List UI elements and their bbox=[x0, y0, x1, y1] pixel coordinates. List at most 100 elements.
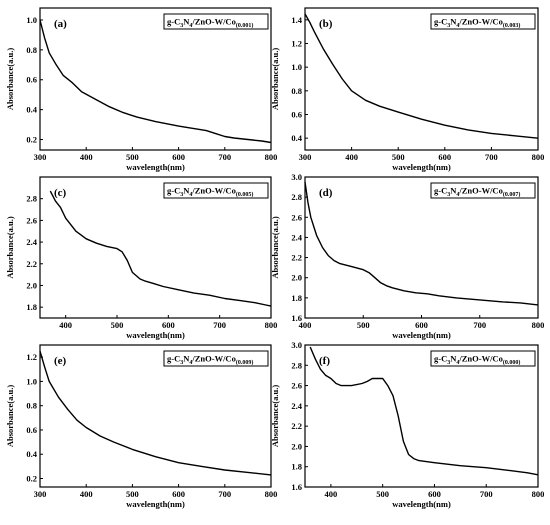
y-tick-label: 0.4 bbox=[291, 133, 302, 143]
legend-text-sub1: 3 bbox=[447, 192, 450, 198]
x-axis-label: wavelength(nm) bbox=[392, 330, 451, 340]
y-axis-label: Absorbance(a.u.) bbox=[5, 48, 15, 111]
legend-text-sub2: 4 bbox=[456, 192, 459, 198]
legend-entry: g-C3N4/ZnO-W/Co(0.005) bbox=[167, 186, 253, 199]
y-tick-label: 3.0 bbox=[291, 172, 302, 182]
y-tick-label: 0.8 bbox=[26, 45, 37, 55]
legend-entry: g-C3N4/ZnO-W/Co(0.000) bbox=[434, 354, 520, 367]
legend-text-sub2: 4 bbox=[189, 23, 192, 29]
legend-box bbox=[430, 350, 536, 367]
x-tick-label: 300 bbox=[34, 152, 47, 162]
x-axis-label: wavelength(nm) bbox=[126, 162, 185, 172]
legend-text-prefix: g-C bbox=[167, 186, 180, 196]
legend-text-prefix: g-C bbox=[167, 354, 180, 364]
x-tick-label: 500 bbox=[126, 489, 139, 499]
y-tick-label: 2.2 bbox=[26, 259, 37, 269]
x-tick-label: 700 bbox=[485, 152, 498, 162]
absorbance-line bbox=[49, 190, 272, 307]
legend-text-sub1: 3 bbox=[180, 23, 183, 29]
legend-text-rest: /ZnO-W/Co bbox=[191, 17, 235, 27]
x-axis-label: wavelength(nm) bbox=[392, 499, 451, 509]
absorbance-line bbox=[309, 346, 539, 476]
x-tick-label: 400 bbox=[59, 320, 72, 330]
legend-text-ratio: (0.001) bbox=[236, 22, 254, 29]
legend-entry: g-C3N4/ZnO-W/Co(0.007) bbox=[434, 186, 520, 199]
x-tick-label: 800 bbox=[265, 489, 278, 499]
y-tick-label: 0.8 bbox=[26, 401, 37, 411]
panel-label: (d) bbox=[319, 187, 333, 199]
legend-box bbox=[430, 13, 536, 30]
x-tick-label: 400 bbox=[80, 152, 93, 162]
y-axis-label: Absorbance(a.u.) bbox=[5, 216, 15, 279]
y-tick-label: 2.2 bbox=[291, 421, 302, 431]
x-tick-label: 600 bbox=[172, 152, 185, 162]
x-tick-label: 800 bbox=[265, 320, 278, 330]
legend-text-mid1: N bbox=[450, 354, 457, 364]
legend-text-sub2: 4 bbox=[189, 192, 192, 198]
x-axis-label: wavelength(nm) bbox=[126, 499, 185, 509]
y-tick-label: 2.4 bbox=[291, 232, 302, 242]
legend-text-ratio: (0.005) bbox=[236, 191, 254, 198]
legend-text-ratio: (0.003) bbox=[503, 22, 521, 29]
legend-entry: g-C3N4/ZnO-W/Co(0.001) bbox=[167, 17, 253, 30]
legend-box bbox=[163, 13, 269, 30]
x-tick-label: 800 bbox=[265, 152, 278, 162]
panel-label: (c) bbox=[54, 187, 67, 199]
x-tick-label: 400 bbox=[345, 152, 358, 162]
x-tick-label: 500 bbox=[392, 152, 405, 162]
panel-label: (e) bbox=[54, 355, 67, 367]
legend-text-rest: /ZnO-W/Co bbox=[458, 17, 502, 27]
y-tick-label: 1.6 bbox=[291, 313, 302, 323]
x-tick-label: 400 bbox=[299, 320, 312, 330]
x-tick-label: 700 bbox=[473, 320, 486, 330]
y-tick-label: 2.4 bbox=[26, 237, 37, 247]
legend-text-sub2: 4 bbox=[456, 23, 459, 29]
y-tick-label: 2.4 bbox=[291, 401, 302, 411]
chart-panel-f: 400 500 600 700 800 1.6 1.8 2.0 2.2 2.4 2.6 2.8 3.0 w… bbox=[270, 340, 544, 509]
y-tick-label: 2.0 bbox=[26, 280, 37, 290]
panel-label: (b) bbox=[319, 18, 333, 30]
y-tick-label: 1.8 bbox=[26, 302, 37, 312]
x-tick-label: 600 bbox=[428, 489, 441, 499]
x-tick-label: 600 bbox=[438, 152, 451, 162]
y-tick-label: 0.2 bbox=[26, 474, 37, 484]
legend-text-mid1: N bbox=[183, 354, 190, 364]
y-tick-label: 0.6 bbox=[291, 110, 302, 120]
panel-label: (a) bbox=[54, 18, 67, 30]
absorbance-line bbox=[304, 181, 539, 306]
legend-box bbox=[163, 350, 269, 367]
plot-frame bbox=[39, 176, 272, 319]
y-tick-label: 2.8 bbox=[26, 194, 37, 204]
legend-text-rest: /ZnO-W/Co bbox=[458, 354, 502, 364]
chart-panel-e: 300 400 500 600 700 800 0.2 0.4 0.6 0.8 1.0 1.2 wave… bbox=[5, 344, 278, 509]
x-axis-label: wavelength(nm) bbox=[392, 162, 451, 172]
x-tick-label: 500 bbox=[126, 152, 139, 162]
y-axis-label: Absorbance(a.u.) bbox=[270, 385, 280, 448]
x-tick-label: 300 bbox=[34, 489, 47, 499]
y-tick-label: 2.6 bbox=[26, 215, 37, 225]
y-tick-label: 1.4 bbox=[291, 15, 302, 25]
legend-entry: g-C3N4/ZnO-W/Co(0.009) bbox=[167, 354, 253, 367]
y-tick-label: 2.0 bbox=[291, 273, 302, 283]
legend-text-mid1: N bbox=[183, 17, 190, 27]
legend-text-sub2: 4 bbox=[189, 360, 192, 366]
y-tick-label: 2.6 bbox=[291, 212, 302, 222]
absorbance-line bbox=[39, 19, 272, 144]
y-tick-label: 1.6 bbox=[291, 482, 302, 492]
legend-text-prefix: g-C bbox=[434, 17, 447, 27]
y-tick-label: 0.4 bbox=[26, 449, 37, 459]
legend-text-prefix: g-C bbox=[434, 186, 447, 196]
chart-panel-a: 300 400 500 600 700 800 0.2 0.4 0.6 0.8 1.0 wavelen… bbox=[5, 7, 278, 172]
y-tick-label: 1.0 bbox=[26, 15, 37, 25]
y-tick-label: 0.8 bbox=[291, 86, 302, 96]
plot-frame bbox=[39, 7, 272, 151]
chart-panel-c: 400 500 600 700 800 1.8 2.0 2.2 2.4 2.6 2.8 wavelen… bbox=[5, 176, 278, 340]
legend-entry: g-C3N4/ZnO-W/Co(0.003) bbox=[434, 17, 520, 30]
x-tick-label: 700 bbox=[218, 489, 231, 499]
y-tick-label: 1.0 bbox=[26, 376, 37, 386]
y-tick-label: 1.8 bbox=[291, 293, 302, 303]
legend-text-mid1: N bbox=[450, 17, 457, 27]
y-tick-label: 1.2 bbox=[291, 39, 302, 49]
plot-frame bbox=[39, 344, 272, 488]
absorbance-line bbox=[304, 13, 539, 139]
